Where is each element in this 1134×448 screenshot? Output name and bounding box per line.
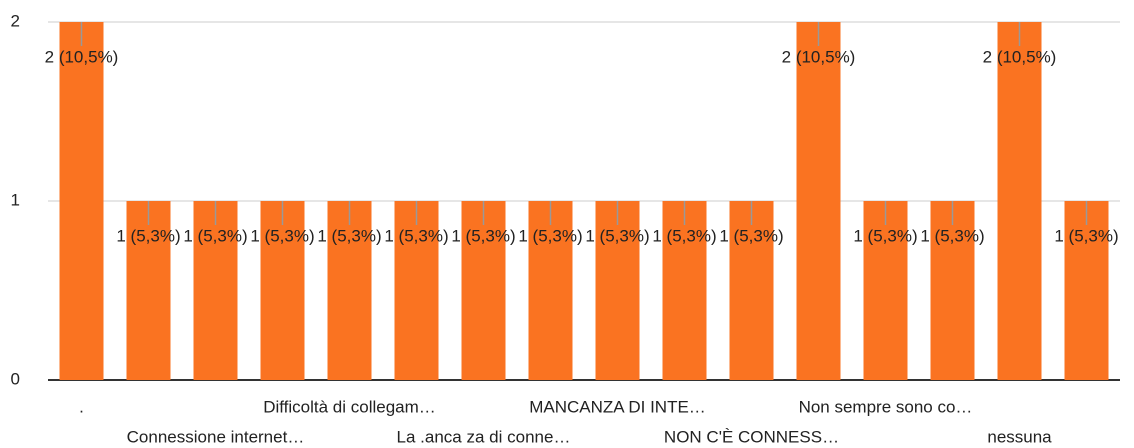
bar bbox=[126, 201, 171, 380]
bar bbox=[595, 201, 640, 380]
bar bbox=[997, 22, 1042, 380]
x-tick-label: . bbox=[79, 397, 84, 416]
value-label: 1 (5,3%) bbox=[920, 226, 984, 245]
value-label: 2 (10,5%) bbox=[983, 47, 1057, 66]
value-label: 1 (5,3%) bbox=[317, 226, 381, 245]
value-label: 1 (5,3%) bbox=[250, 226, 314, 245]
value-label: 2 (10,5%) bbox=[45, 47, 119, 66]
bar bbox=[59, 22, 104, 380]
y-tick-label: 0 bbox=[11, 369, 20, 388]
x-tick-label: NON C'È CONNESS… bbox=[664, 427, 839, 446]
bar bbox=[394, 201, 439, 380]
value-label: 1 (5,3%) bbox=[1054, 226, 1118, 245]
bar bbox=[796, 22, 841, 380]
bar bbox=[461, 201, 506, 380]
bar bbox=[260, 201, 305, 380]
value-label: 1 (5,3%) bbox=[183, 226, 247, 245]
bar bbox=[193, 201, 238, 380]
bar bbox=[930, 201, 975, 380]
bar bbox=[662, 201, 707, 380]
value-label: 1 (5,3%) bbox=[853, 226, 917, 245]
y-tick-label: 1 bbox=[11, 190, 20, 209]
value-label: 1 (5,3%) bbox=[585, 226, 649, 245]
x-tick-label: nessuna bbox=[987, 427, 1052, 446]
x-tick-label: La .anca za di conne… bbox=[397, 427, 571, 446]
bar bbox=[327, 201, 372, 380]
x-tick-label: Difficoltà di collegam… bbox=[263, 397, 436, 416]
bar bbox=[1064, 201, 1109, 380]
value-label: 1 (5,3%) bbox=[116, 226, 180, 245]
value-label: 1 (5,3%) bbox=[652, 226, 716, 245]
value-label: 1 (5,3%) bbox=[384, 226, 448, 245]
value-label: 2 (10,5%) bbox=[782, 47, 856, 66]
bar bbox=[863, 201, 908, 380]
value-label: 1 (5,3%) bbox=[719, 226, 783, 245]
bar bbox=[528, 201, 573, 380]
value-label: 1 (5,3%) bbox=[518, 226, 582, 245]
x-tick-label: MANCANZA DI INTE… bbox=[529, 397, 706, 416]
x-tick-label: Non sempre sono co… bbox=[799, 397, 973, 416]
x-tick-label: Connessione internet… bbox=[127, 427, 305, 446]
y-tick-label: 2 bbox=[11, 11, 20, 30]
bar bbox=[729, 201, 774, 380]
value-label: 1 (5,3%) bbox=[451, 226, 515, 245]
